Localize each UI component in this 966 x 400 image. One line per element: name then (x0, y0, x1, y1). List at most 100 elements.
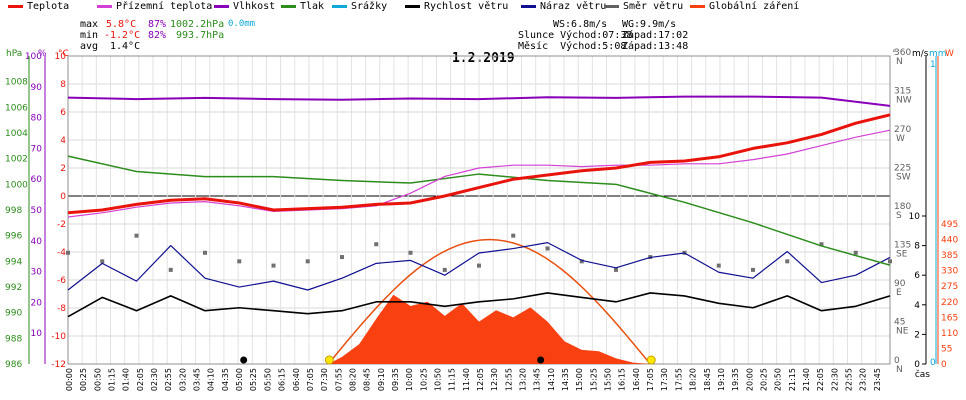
radiation-tick-label: 385 (941, 251, 958, 261)
pressure-tick-label: 1008 (5, 78, 28, 88)
x-tick-label: 12:55 (504, 368, 513, 391)
x-tick-label: 03:20 (178, 368, 187, 391)
temp-tick-label: -10 (51, 332, 66, 342)
x-tick-label: 06:15 (278, 368, 287, 391)
x-tick-label: 01:15 (108, 368, 117, 391)
radiation-tick-label: 55 (941, 344, 952, 354)
legend-item-smer-vetru: Směr větru (604, 1, 683, 12)
pressure-tick-label: 988 (5, 334, 22, 344)
rain-tick-label: 0 (930, 358, 936, 368)
x-tick-label: 15:50 (604, 368, 613, 391)
x-tick-label: 23:20 (859, 368, 868, 391)
x-tick-label: 19:35 (731, 368, 740, 391)
x-tick-label: 14:10 (547, 368, 556, 391)
x-tick-label: 07:55 (334, 368, 343, 391)
stat-max-label: max (80, 19, 99, 30)
pressure-tick-label: 992 (5, 283, 22, 293)
radiation-tick-label: 495 (941, 220, 958, 230)
radiation-tick-label: 330 (941, 267, 958, 277)
x-tick-label: 19:10 (717, 368, 726, 391)
x-tick-label: 08:45 (363, 368, 372, 391)
x-tick-label: 18:20 (689, 368, 698, 391)
legend-swatch (690, 4, 705, 8)
x-tick-label: 04:35 (221, 368, 230, 391)
temp-tick-label: 6 (60, 108, 66, 118)
pressure-tick-label: 998 (5, 206, 22, 216)
stat-ws: WS:6.8m/s (553, 19, 608, 30)
x-tick-label: 18:45 (703, 368, 712, 391)
temp-tick-label: -8 (57, 304, 66, 314)
direction-point (614, 267, 618, 272)
stat-mesic-zapad: Západ:13:48 (622, 41, 689, 52)
stat-min-temp: -1.2°C (104, 30, 141, 41)
radiation-tick-label: 275 (941, 282, 958, 292)
radiation-area (328, 294, 651, 364)
direction-point (511, 233, 516, 238)
x-tick-label: 20:25 (759, 368, 768, 391)
stat-max-press: 1002.2hPa (170, 19, 225, 30)
temp-axis-unit: °C (58, 49, 69, 59)
humidity-tick-label: 70 (31, 144, 43, 154)
direction-tick-label: 270 (894, 125, 911, 135)
temp-tick-label: 4 (60, 136, 66, 146)
direction-point (785, 259, 790, 264)
x-tick-label: 21:40 (802, 368, 811, 391)
radiation-tick-label: 110 (941, 329, 958, 339)
direction-tick-compass: N (896, 57, 903, 67)
rain-axis-unit: mm (929, 49, 947, 59)
x-tick-label: 17:30 (660, 368, 669, 391)
stat-mesic: Měsíc Východ:5:08 (518, 41, 627, 52)
x-tick-label: 12:05 (476, 368, 485, 391)
pressure-tick-label: 996 (5, 232, 22, 242)
x-tick-label: 16:40 (632, 368, 641, 391)
legend-label: Rychlost větru (424, 1, 509, 12)
temp-tick-label: -6 (57, 276, 66, 286)
pressure-tick-label: 986 (5, 360, 22, 370)
direction-axis-unit: ° (892, 49, 897, 59)
direction-point (853, 250, 858, 255)
direction-tick-label: 0 (894, 356, 900, 366)
moonset-marker (537, 356, 545, 364)
wind-tick-label: 8 (914, 242, 920, 252)
legend-swatch (97, 4, 112, 8)
humidity-tick-label: 20 (31, 298, 43, 308)
direction-tick-compass: N (896, 365, 903, 375)
humidity-tick-label: 30 (31, 268, 43, 278)
direction-tick-label: 90 (894, 279, 906, 289)
x-tick-label: 22:55 (844, 368, 853, 391)
moonrise-marker (240, 356, 248, 364)
direction-tick-label: 360 (894, 48, 911, 58)
radiation-tick-label: 0 (941, 360, 947, 370)
humidity-tick-label: 90 (31, 83, 43, 93)
pressure-tick-label: 1000 (5, 180, 28, 190)
pressure-axis-unit: hPa (6, 49, 22, 59)
direction-tick-compass: SE (896, 250, 908, 260)
direction-tick-compass: SW (896, 173, 911, 183)
x-tick-label: 02:55 (164, 368, 173, 391)
x-tick-label: 20:50 (774, 368, 783, 391)
x-tick-label: 22:30 (830, 368, 839, 391)
direction-tick-compass: S (896, 211, 902, 221)
humidity-tick-label: 60 (31, 175, 43, 185)
radiation-tick-label: 440 (941, 236, 958, 246)
direction-point (340, 255, 344, 260)
stat-wg: WG:9.9m/s (622, 19, 677, 30)
legend-swatch (332, 4, 347, 8)
direction-tick-compass: NE (896, 327, 909, 337)
legend-label: Srážky (351, 1, 388, 12)
legend-label: Přízemní teplota (116, 1, 213, 12)
x-tick-label: 13:20 (519, 368, 528, 391)
temp-tick-label: 8 (60, 80, 66, 90)
direction-tick-label: 315 (894, 87, 911, 97)
x-tick-label: 03:45 (193, 368, 202, 391)
stat-avg-label: avg (80, 41, 99, 52)
stat-max-rain: 0.0mm (228, 19, 256, 29)
direction-point (888, 259, 892, 264)
direction-tick-label: 135 (894, 241, 911, 251)
wind-tick-label: 4 (914, 301, 920, 311)
x-tick-label: 00:25 (79, 368, 88, 391)
x-tick-label: 09:35 (391, 368, 400, 391)
x-tick-label: 21:15 (788, 368, 797, 391)
x-tick-label: 15:00 (575, 368, 584, 391)
